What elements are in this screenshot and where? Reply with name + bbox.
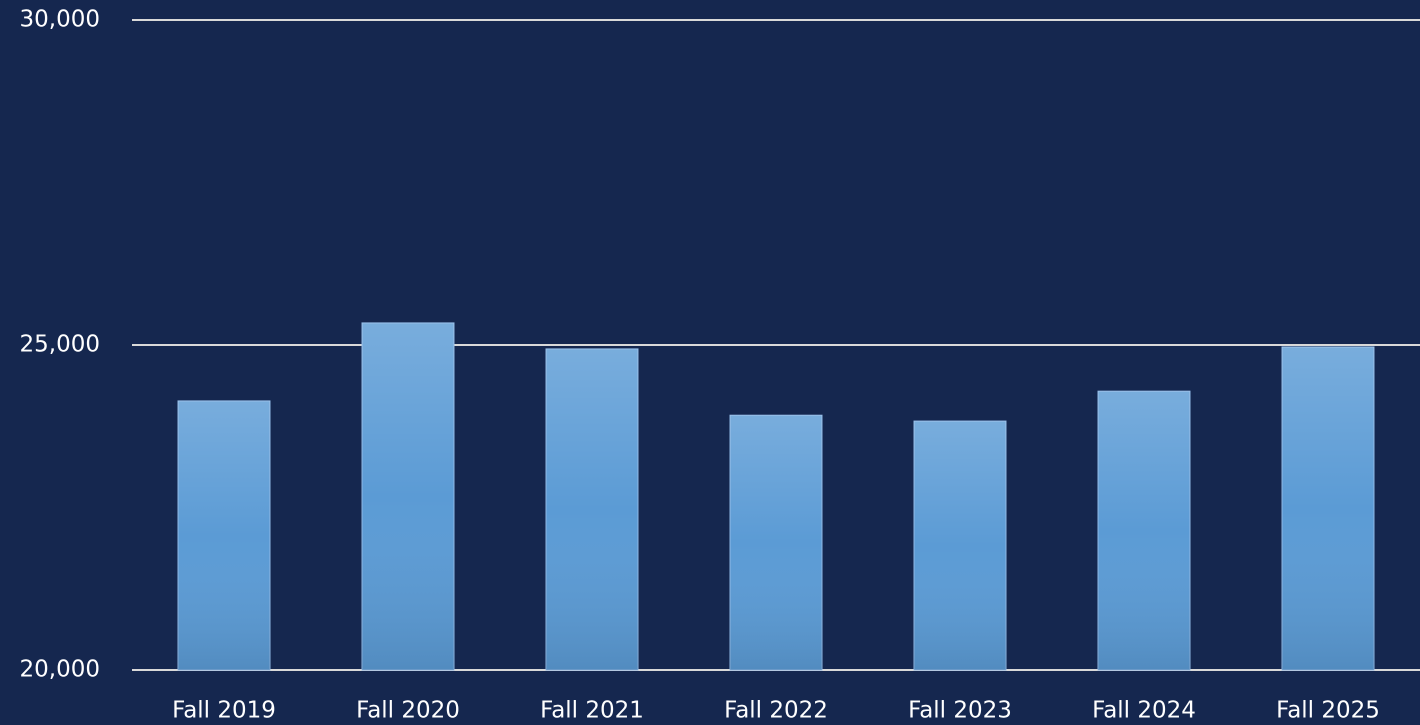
x-tick-label: Fall 2019 [172,698,276,724]
x-tick-label: Fall 2022 [724,698,828,724]
x-tick-label: Fall 2024 [1092,698,1196,724]
bar [361,322,455,671]
y-tick-label: 20,000 [20,657,100,683]
bar [545,348,639,671]
bar [1097,390,1191,671]
bar [913,420,1007,671]
y-tick-label: 25,000 [20,332,100,358]
bar [1281,346,1375,671]
bar [177,400,271,671]
x-tick-label: Fall 2025 [1276,698,1380,724]
bar [729,414,823,671]
y-tick-label: 30,000 [20,7,100,33]
x-tick-label: Fall 2020 [356,698,460,724]
x-tick-label: Fall 2023 [908,698,1012,724]
x-tick-label: Fall 2021 [540,698,644,724]
